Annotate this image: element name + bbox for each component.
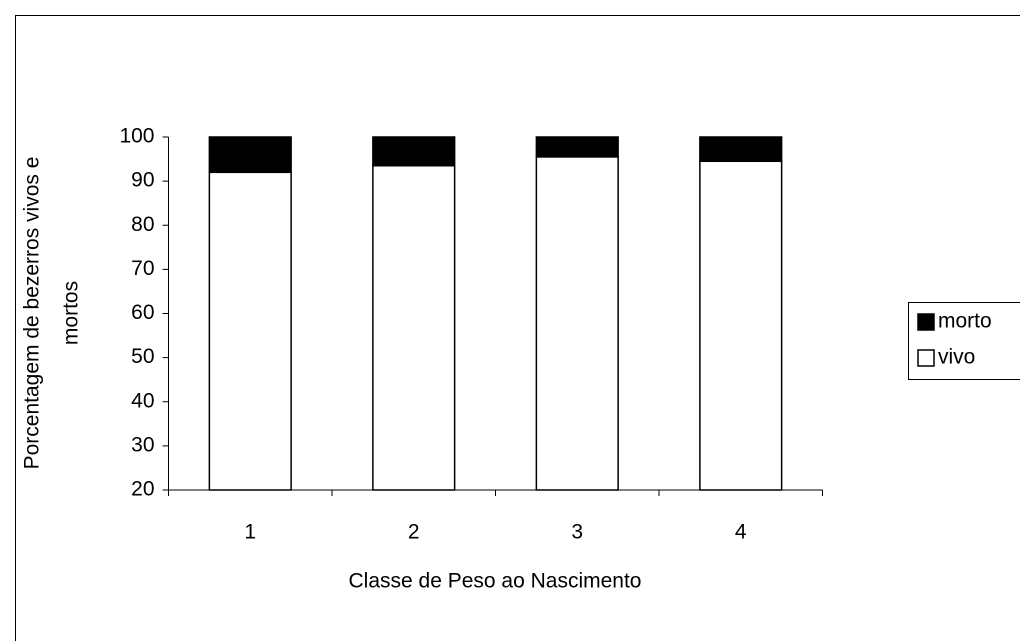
bar-segment	[535, 136, 619, 158]
y-tick-label: 40	[131, 389, 154, 412]
bar-segment	[535, 156, 619, 491]
y-tick-label: 70	[131, 257, 154, 280]
bar-segment	[208, 171, 292, 491]
y-axis-label: Porcentagem de bezerros vivos e	[21, 157, 44, 470]
x-axis-label: Classe de Peso ao Nascimento	[349, 570, 642, 593]
x-tick-label: 2	[408, 521, 420, 544]
y-tick-label: 60	[131, 301, 154, 324]
x-tick-label: 3	[571, 521, 583, 544]
bar-segment	[372, 164, 456, 491]
y-tick-label: 80	[131, 213, 154, 236]
frame	[15, 15, 1020, 641]
bar-segment	[699, 160, 783, 491]
bar-segment	[372, 136, 456, 167]
bar-segment	[699, 136, 783, 163]
y-tick-label: 20	[131, 478, 154, 501]
legend-label: morto	[938, 310, 992, 333]
bar-segment	[208, 136, 292, 174]
legend-swatch	[917, 313, 935, 331]
x-tick-label: 1	[244, 521, 256, 544]
y-tick-label: 90	[131, 169, 154, 192]
x-tick-label: 4	[735, 521, 747, 544]
legend-swatch	[917, 349, 935, 367]
y-tick-label: 100	[119, 125, 154, 148]
legend-label: vivo	[938, 346, 975, 369]
y-axis-label: mortos	[60, 281, 83, 345]
y-tick-label: 30	[131, 433, 154, 456]
y-tick-label: 50	[131, 345, 154, 368]
